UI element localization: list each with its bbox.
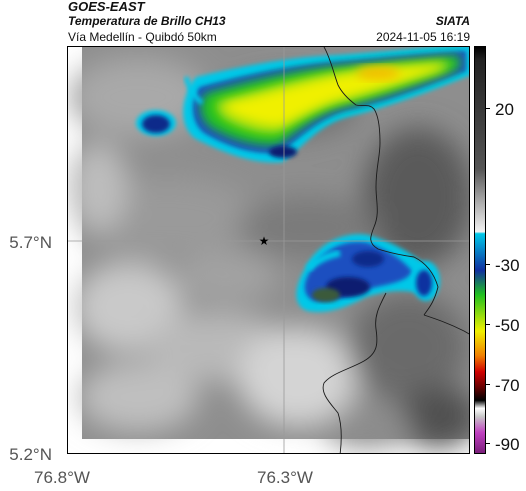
lon-label-76-8: 76.8°W: [34, 468, 90, 487]
colorbar-tick: [486, 108, 490, 109]
cold-cloud-center: [296, 234, 440, 312]
lon-label-76-3: 76.3°W: [257, 468, 313, 487]
lat-label-5-2: 5.2°N: [9, 445, 52, 464]
admin-borders: [322, 47, 469, 453]
colorbar-tick: [486, 324, 490, 325]
colorbar-label: -70: [495, 376, 520, 395]
agency-label: SIATA: [435, 14, 470, 28]
timestamp-label: 2024-11-05 16:19: [376, 30, 470, 44]
lat-label-5-7: 5.7°N: [9, 233, 52, 252]
colorbar-tick: [486, 443, 490, 444]
map-canvas: ★: [68, 47, 469, 453]
graticule: [68, 47, 469, 453]
colorbar-label: 20: [495, 100, 514, 119]
satellite-title: GOES-EAST: [68, 0, 145, 14]
product-title: Temperatura de Brillo CH13: [68, 14, 226, 28]
colorbar-label: -30: [495, 256, 520, 275]
colorbar-label: -50: [495, 316, 520, 335]
colorbar-tick: [486, 384, 490, 385]
cold-cloud-north: [136, 47, 469, 163]
colorbar-tick: [486, 264, 490, 265]
star-icon: ★: [259, 234, 270, 248]
colorbar-label: -90: [495, 435, 520, 454]
route-subtitle: Vía Medellín - Quibdó 50km: [68, 30, 217, 44]
colorbar: [474, 46, 486, 454]
satellite-map[interactable]: ★: [67, 46, 470, 454]
